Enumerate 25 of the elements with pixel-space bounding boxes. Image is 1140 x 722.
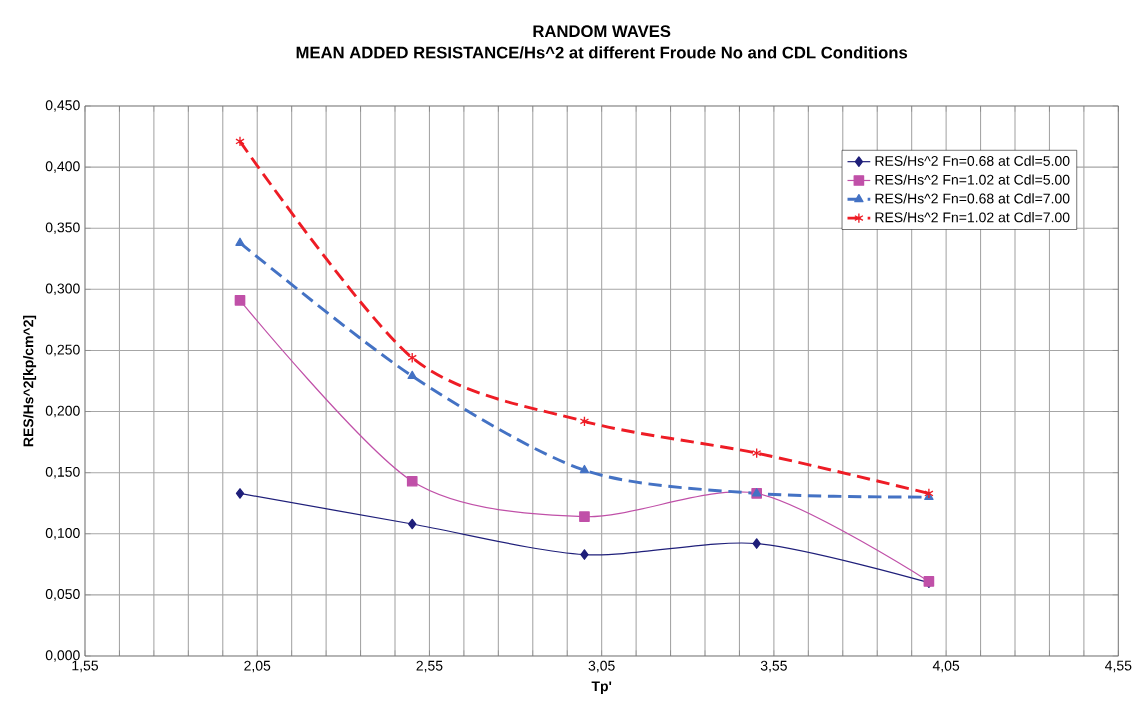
chart-title: RANDOM WAVES — [533, 25, 671, 38]
legend-label: RES/Hs^2 Fn=1.02 at Cdl=7.00 — [875, 212, 1070, 223]
y-tick-label: 0,300 — [45, 283, 80, 296]
chart-subtitle: MEAN ADDED RESISTANCE/Hs^2 at different Froude No and CDL Conditions — [296, 46, 908, 59]
x-axis-title: Tp' — [591, 681, 612, 694]
x-tick-label: 3,55 — [760, 660, 787, 673]
y-tick-label: 0,050 — [45, 589, 80, 601]
x-tick-label: 1,55 — [72, 660, 99, 673]
legend-label: RES/Hs^2 Fn=0.68 at Cdl=7.00 — [875, 193, 1070, 204]
y-tick-label: 0,100 — [45, 528, 80, 540]
y-tick-label: 0,350 — [45, 222, 80, 235]
x-tick-label: 4,55 — [1105, 660, 1132, 673]
y-tick-label: 0,000 — [45, 650, 80, 662]
x-tick-label: 2,55 — [416, 660, 443, 673]
x-tick-label: 3,05 — [588, 660, 615, 673]
x-tick-label: 4,05 — [932, 660, 960, 673]
y-tick-label: 0,400 — [45, 161, 80, 173]
legend-label: RES/Hs^2 Fn=1.02 at Cdl=5.00 — [875, 174, 1070, 185]
x-tick-label: 2,05 — [244, 660, 271, 673]
y-tick-label: 0,250 — [45, 344, 80, 357]
y-tick-label: 0,150 — [45, 466, 80, 479]
legend-label: RES/Hs^2 Fn=0.68 at Cdl=5.00 — [875, 155, 1070, 166]
y-tick-label: 0,450 — [45, 100, 80, 112]
y-axis-title: RES/Hs^2[kp/cm^2] — [23, 315, 37, 447]
y-tick-label: 0,200 — [45, 405, 80, 418]
